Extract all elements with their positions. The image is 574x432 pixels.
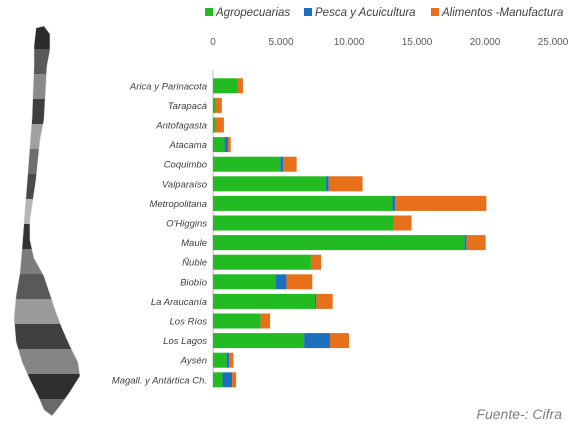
- category-label: Biobío: [180, 277, 207, 288]
- bar-segment: [213, 274, 276, 290]
- map-region: [14, 349, 80, 375]
- bar-segment: [213, 156, 281, 172]
- x-axis: 0 5.000 10.000 15.000 20.000 25.000: [210, 37, 569, 48]
- bar-segment: [464, 235, 467, 251]
- bar-segment: [215, 97, 216, 113]
- legend-swatch: [304, 8, 312, 16]
- bar-segment: [237, 78, 243, 94]
- bar-segment: [260, 313, 271, 329]
- map-region: [14, 374, 80, 400]
- bar-segment: [466, 235, 486, 251]
- bar-segment: [213, 333, 305, 349]
- map-regions: [14, 26, 80, 416]
- chile-map-icon: [13, 25, 81, 417]
- category-label: Aysén: [180, 356, 207, 367]
- bar-segment: [222, 372, 233, 388]
- bar-segment: [329, 333, 349, 349]
- bar-segment: [213, 372, 223, 388]
- category-label: Maule: [181, 238, 207, 249]
- category-label: Metropolitana: [149, 199, 207, 210]
- bar-segment: [227, 137, 231, 153]
- bar-segment: [224, 137, 228, 153]
- map-region: [14, 174, 80, 200]
- legend-swatch: [205, 8, 213, 16]
- legend-label: Agropecuarias: [215, 7, 290, 19]
- source-note: Fuente-: Cifra: [476, 406, 562, 422]
- bar-segment: [395, 195, 487, 211]
- map-region: [14, 249, 80, 275]
- category-label: O'Higgins: [166, 219, 207, 230]
- bar-segment: [215, 117, 216, 133]
- bar-segment: [213, 313, 261, 329]
- map-outline: [13, 25, 81, 417]
- bar-segment: [213, 78, 238, 94]
- map-region: [14, 299, 80, 325]
- bar-segment: [215, 117, 224, 133]
- legend-label: Alimentos -Manufactura: [441, 7, 563, 19]
- category-label: Los Lagos: [163, 336, 207, 347]
- category-label: Los Ríos: [170, 317, 208, 328]
- bar-segment: [280, 156, 284, 172]
- x-tick-label: 5.000: [268, 37, 293, 48]
- bar-segment: [213, 352, 227, 368]
- bar-segment: [226, 352, 230, 368]
- bar-segment: [213, 293, 315, 309]
- bar-segment: [392, 195, 396, 211]
- bar-segment: [304, 333, 330, 349]
- bar-segment: [213, 137, 225, 153]
- bar-segment: [213, 97, 216, 113]
- category-label: Antofagasta: [155, 121, 207, 132]
- bar-segment: [393, 215, 412, 231]
- map-region: [14, 274, 80, 300]
- bar-segment: [316, 293, 333, 309]
- category-label: La Araucanía: [151, 297, 207, 308]
- bar-segment: [229, 352, 234, 368]
- map-region: [14, 124, 80, 150]
- legend-label: Pesca y Acuicultura: [315, 7, 416, 19]
- x-tick-label: 0: [210, 37, 216, 48]
- y-axis: Arica y Parinacota Tarapacá Antofagasta Ata…: [112, 70, 214, 388]
- bar-segment: [213, 117, 216, 133]
- bar-segment: [213, 176, 326, 192]
- bar-segment: [213, 215, 394, 231]
- x-tick-label: 10.000: [334, 37, 365, 48]
- map-region: [14, 49, 80, 75]
- bar-segment: [213, 254, 311, 270]
- map-region: [14, 399, 80, 416]
- bar-segment: [315, 293, 317, 309]
- map-region: [14, 224, 80, 250]
- category-label: Atacama: [169, 140, 208, 151]
- category-label: Arica y Parinacota: [129, 81, 207, 92]
- bar-segment: [213, 195, 393, 211]
- category-label: Ñuble: [182, 258, 207, 269]
- category-label: Valparaíso: [162, 179, 207, 190]
- legend-swatch: [431, 8, 439, 16]
- category-label: Coquimbo: [164, 160, 207, 171]
- bar-segment: [328, 176, 363, 192]
- x-tick-label: 25.000: [538, 37, 569, 48]
- map-region: [14, 199, 80, 225]
- x-tick-label: 15.000: [402, 37, 433, 48]
- bar-segment: [232, 372, 237, 388]
- map-region: [14, 74, 80, 100]
- category-label: Magall. y Antártica Ch.: [112, 375, 207, 386]
- x-tick-label: 20.000: [470, 37, 501, 48]
- bar-segment: [215, 97, 222, 113]
- map-region: [14, 149, 80, 175]
- bar-segment: [325, 176, 329, 192]
- map-region: [14, 99, 80, 125]
- bar-segment: [286, 274, 313, 290]
- bar-segment: [283, 156, 297, 172]
- bar-segment: [275, 274, 287, 290]
- category-label: Tarapacá: [168, 101, 207, 112]
- legend: Agropecuarias Pesca y Acuicultura Alimento…: [205, 7, 563, 19]
- bars: [213, 78, 487, 388]
- bar-segment: [213, 235, 465, 251]
- bar-segment: [310, 254, 322, 270]
